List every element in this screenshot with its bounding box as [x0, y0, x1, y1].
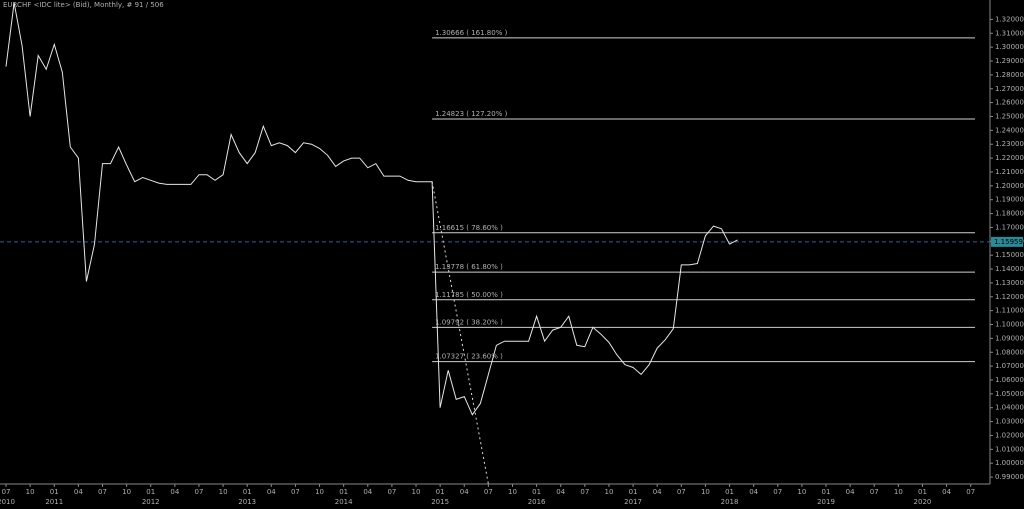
year-label: 2019	[817, 498, 835, 506]
year-label: 2020	[914, 498, 932, 506]
x-tick-label: 01	[725, 488, 734, 496]
y-tick-label: 1.08000	[995, 348, 1024, 356]
fib-label: 1.13778 ( 61.80% )	[435, 263, 503, 271]
x-tick-label: 04	[749, 488, 758, 496]
x-tick-label: 04	[942, 488, 951, 496]
x-tick-label: 07	[98, 488, 107, 496]
y-tick-label: 1.19000	[995, 196, 1024, 204]
year-label: 2013	[238, 498, 256, 506]
x-tick-label: 07	[677, 488, 686, 496]
fib-label: 1.11785 ( 50.00% )	[435, 291, 503, 299]
x-tick-label: 01	[918, 488, 927, 496]
x-tick-label: 07	[484, 488, 493, 496]
y-tick-label: 1.04000	[995, 404, 1024, 412]
x-tick-label: 10	[26, 488, 35, 496]
y-tick-label: 1.20000	[995, 182, 1024, 190]
x-tick-label: 07	[2, 488, 11, 496]
year-label: 2012	[142, 498, 160, 506]
fib-label: 1.07327 ( 23.60% )	[435, 353, 503, 361]
x-tick-label: 04	[267, 488, 276, 496]
year-label: 2018	[721, 498, 739, 506]
x-tick-label: 04	[460, 488, 469, 496]
fib-label: 1.24823 ( 127.20% )	[435, 110, 507, 118]
y-tick-label: 1.18000	[995, 210, 1024, 218]
y-tick-label: 1.21000	[995, 168, 1024, 176]
x-tick-label: 04	[170, 488, 179, 496]
y-tick-label: 1.30000	[995, 43, 1024, 51]
x-tick-label: 01	[243, 488, 252, 496]
y-tick-label: 1.00000	[995, 459, 1024, 467]
x-tick-label: 07	[195, 488, 204, 496]
y-tick-label: 1.32000	[995, 15, 1024, 23]
y-tick-label: 1.03000	[995, 418, 1024, 426]
x-tick-label: 10	[701, 488, 710, 496]
y-tick-label: 1.17000	[995, 223, 1024, 231]
y-tick-label: 1.13000	[995, 279, 1024, 287]
fib-label: 1.09792 ( 38.20% )	[435, 318, 503, 326]
y-tick-label: 1.31000	[995, 29, 1024, 37]
x-tick-label: 04	[653, 488, 662, 496]
x-tick-label: 04	[363, 488, 372, 496]
fib-trend-line	[431, 181, 489, 485]
fib-label: 1.16615 ( 78.60% )	[435, 224, 503, 232]
y-tick-label: 1.06000	[995, 376, 1024, 384]
x-tick-label: 07	[387, 488, 396, 496]
year-label: 2017	[624, 498, 642, 506]
y-tick-label: 1.14000	[995, 265, 1024, 273]
year-label: 2014	[335, 498, 353, 506]
x-tick-label: 10	[219, 488, 228, 496]
x-tick-label: 07	[580, 488, 589, 496]
y-tick-label: 1.27000	[995, 85, 1024, 93]
y-tick-label: 1.28000	[995, 71, 1024, 79]
y-tick-label: 1.05000	[995, 390, 1024, 398]
x-tick-label: 04	[74, 488, 83, 496]
x-tick-label: 01	[436, 488, 445, 496]
year-label: 2015	[431, 498, 449, 506]
x-tick-label: 01	[629, 488, 638, 496]
y-tick-label: 1.02000	[995, 431, 1024, 439]
y-tick-label: 1.12000	[995, 293, 1024, 301]
x-tick-label: 10	[894, 488, 903, 496]
x-tick-label: 07	[870, 488, 879, 496]
y-tick-label: 1.24000	[995, 126, 1024, 134]
x-tick-label: 01	[50, 488, 59, 496]
y-tick-label: 1.09000	[995, 334, 1024, 342]
current-price-box	[991, 236, 1023, 247]
year-label: 2016	[528, 498, 546, 506]
y-tick-label: 1.26000	[995, 99, 1024, 107]
y-tick-label: 1.25000	[995, 112, 1024, 120]
x-tick-label: 04	[846, 488, 855, 496]
y-tick-label: 1.07000	[995, 362, 1024, 370]
x-tick-label: 01	[822, 488, 831, 496]
y-tick-label: 1.29000	[995, 57, 1024, 65]
x-tick-label: 07	[966, 488, 975, 496]
y-tick-label: 1.11000	[995, 307, 1024, 315]
x-tick-label: 10	[412, 488, 421, 496]
y-tick-label: 1.01000	[995, 445, 1024, 453]
fib-label: 1.30666 ( 161.80% )	[435, 29, 507, 37]
x-tick-label: 01	[532, 488, 541, 496]
y-tick-label: 1.15000	[995, 251, 1024, 259]
price-line	[5, 2, 738, 416]
x-tick-label: 07	[773, 488, 782, 496]
year-label: 2011	[45, 498, 63, 506]
current-price-label: 1.15959	[994, 238, 1023, 246]
x-tick-label: 01	[146, 488, 155, 496]
chart-title: EURCHF <IDC lite> (Bid), Monthly, # 91 /…	[3, 1, 164, 9]
x-tick-label: 10	[604, 488, 613, 496]
x-tick-label: 10	[508, 488, 517, 496]
y-tick-label: 0.99000	[995, 473, 1024, 481]
x-tick-label: 01	[339, 488, 348, 496]
y-tick-label: 1.23000	[995, 140, 1024, 148]
y-tick-label: 1.10000	[995, 321, 1024, 329]
year-label: 2010	[0, 498, 15, 506]
x-tick-label: 10	[315, 488, 324, 496]
y-tick-label: 1.22000	[995, 154, 1024, 162]
x-tick-label: 10	[122, 488, 131, 496]
x-tick-label: 10	[797, 488, 806, 496]
x-tick-label: 07	[291, 488, 300, 496]
x-tick-label: 04	[556, 488, 565, 496]
